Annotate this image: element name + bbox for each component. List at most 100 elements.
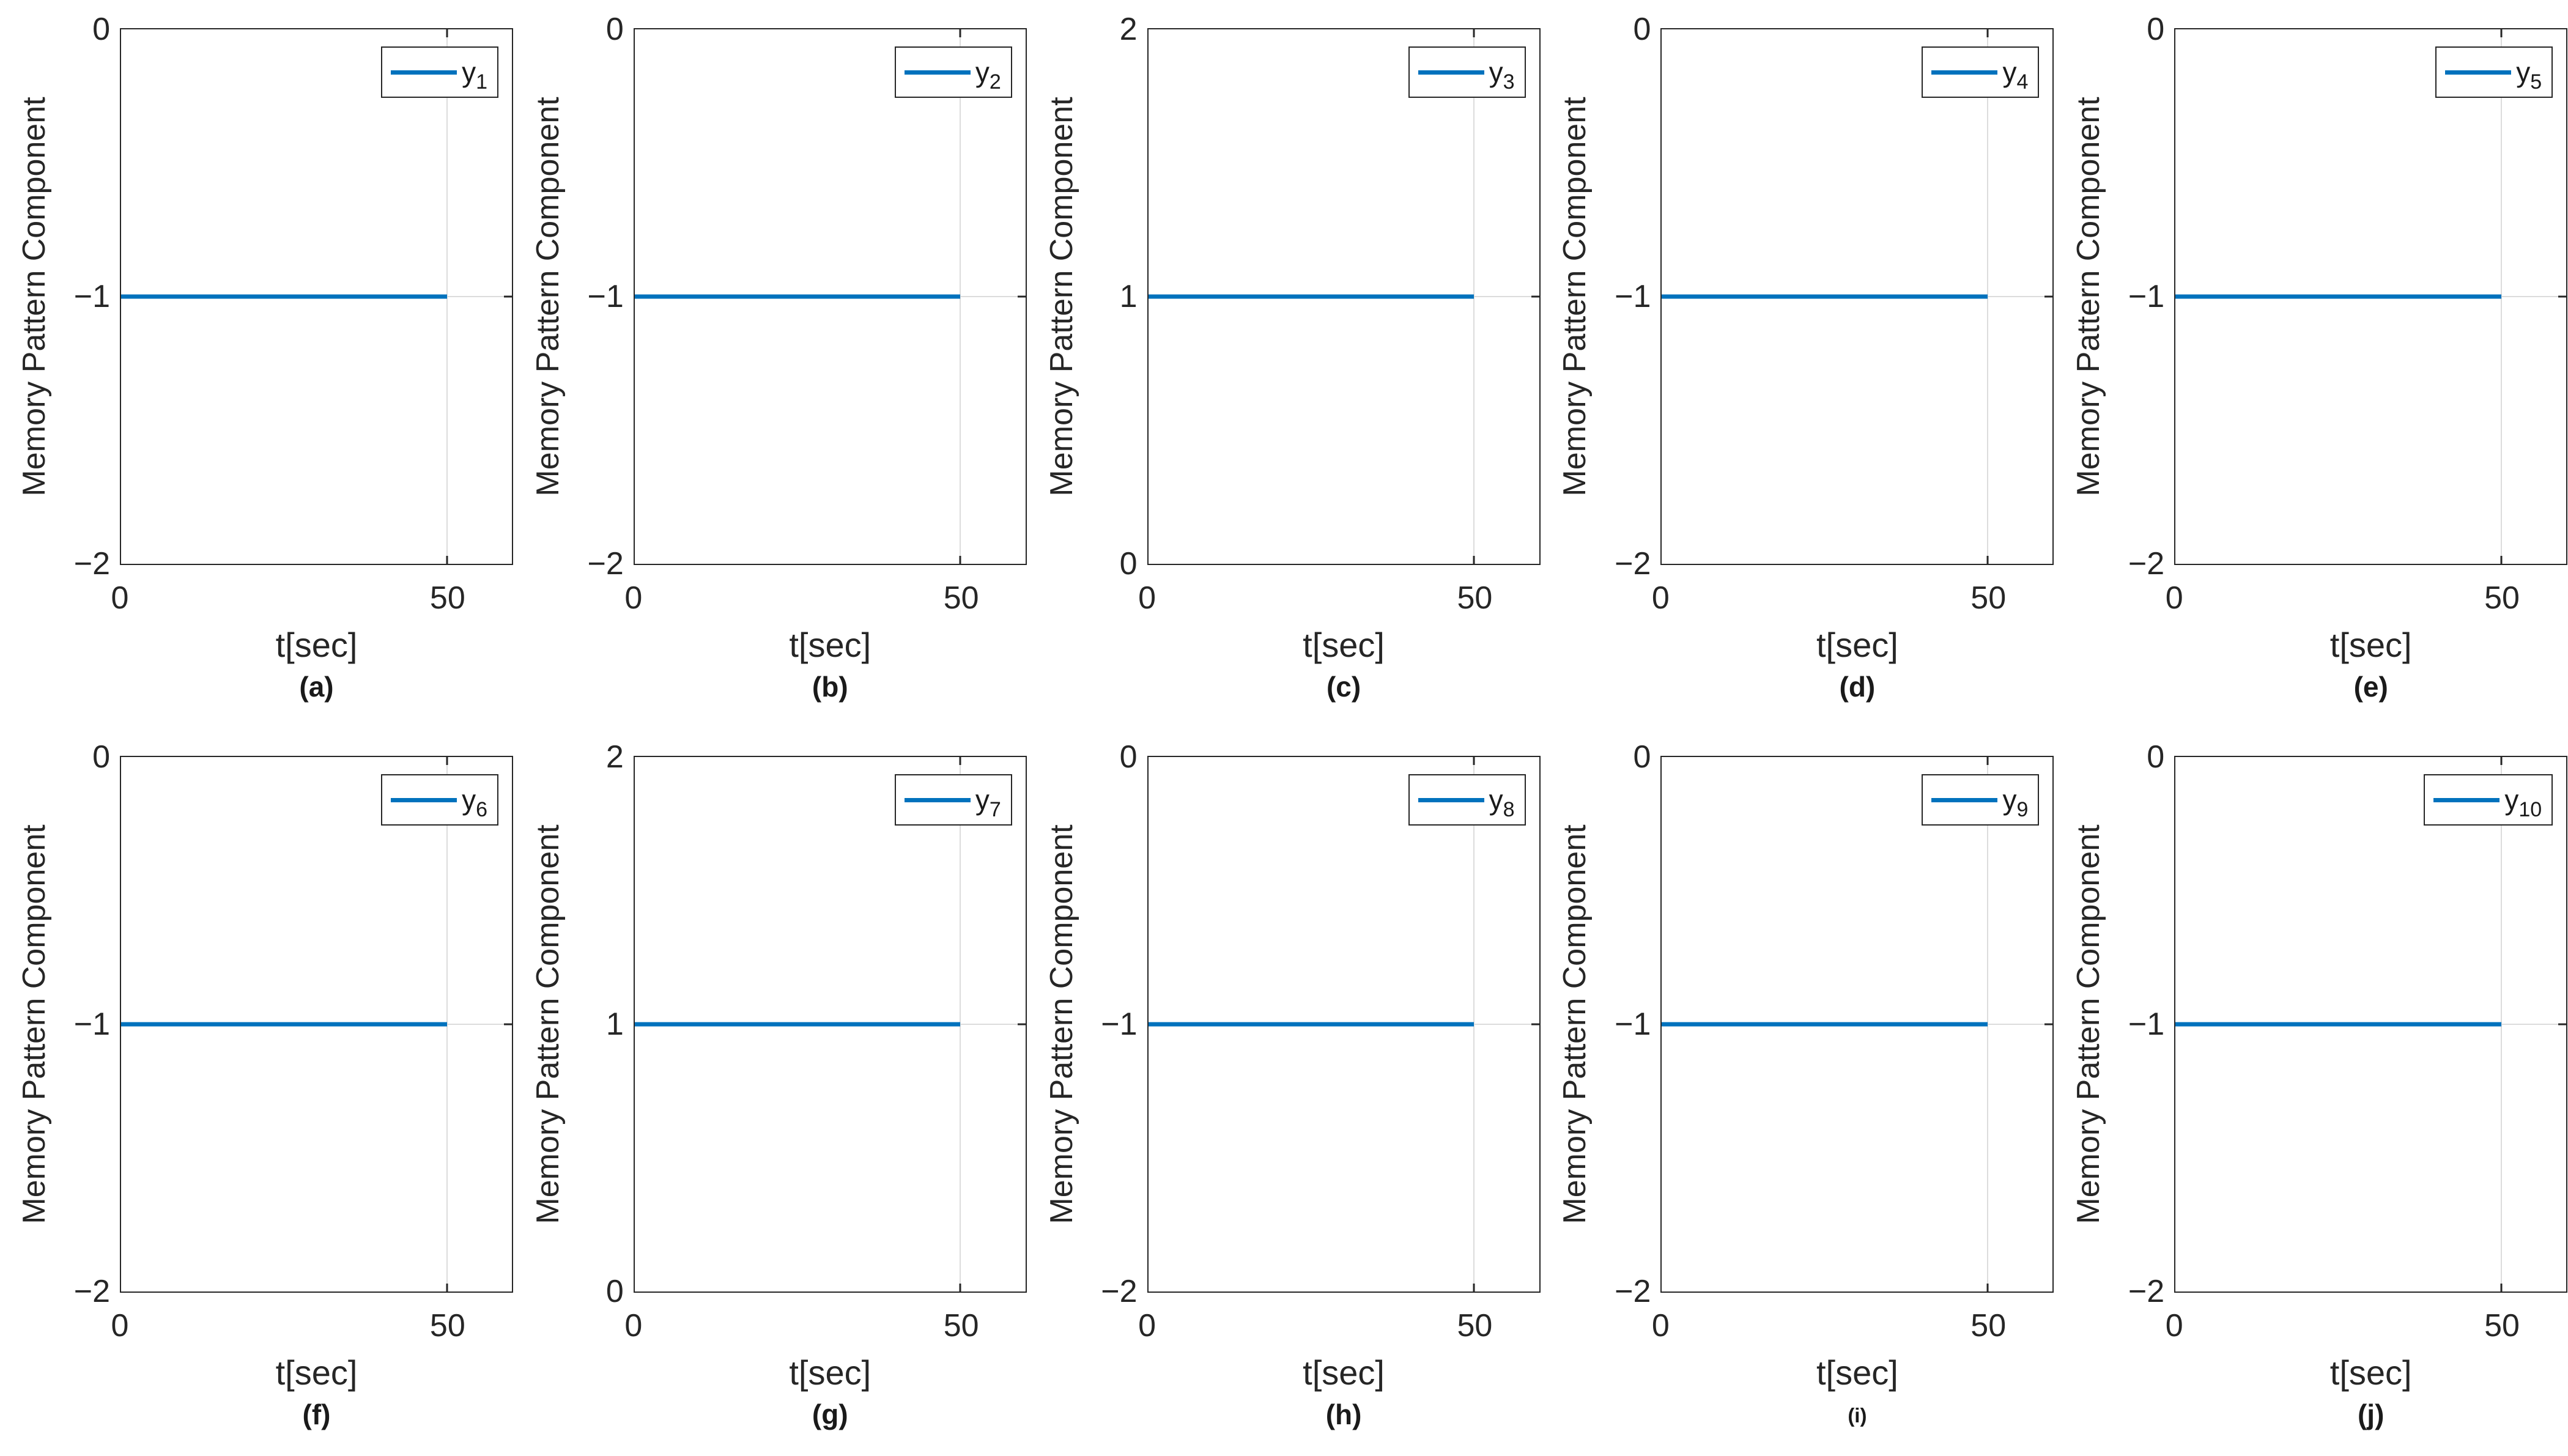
x-axis-label: t[sec] <box>2329 1353 2412 1392</box>
x-tick-row: 0 50 <box>2166 1308 2567 1345</box>
x-tick-mark-top <box>1473 29 1475 37</box>
vertical-gridline <box>1986 757 1988 1292</box>
panel-label: (h) <box>1325 1399 1362 1430</box>
y-tick-label-mid: 1 <box>1119 279 1138 314</box>
vertical-gridline <box>2500 757 2502 1292</box>
legend-line-sample <box>2445 70 2512 75</box>
x-tick-row: 0 50 <box>111 582 513 618</box>
legend-label-base: y <box>1489 56 1503 88</box>
y-tick-mark-right <box>1017 1023 1026 1025</box>
x-tick-mark-top <box>1473 757 1475 765</box>
series-line <box>634 1022 961 1027</box>
x-tick-mark-top <box>2500 757 2503 765</box>
subplot-c: Memory Pattern Component 2 1 0 y3 0 50 t… <box>1027 0 1541 728</box>
x-axis-label: t[sec] <box>2329 626 2412 664</box>
y-tick-label-bottom: 0 <box>605 1274 624 1309</box>
x-tick-mark-top <box>959 29 961 37</box>
x-tick-mark-bottom <box>2500 1284 2503 1292</box>
legend-label-base: y <box>975 784 990 816</box>
plot-area: y10 <box>2174 756 2568 1293</box>
x-tick-mark-top <box>959 757 961 765</box>
y-tick-mark-right <box>2044 1023 2053 1025</box>
x-tick-mark-top <box>2500 29 2503 37</box>
y-tick-label-top: 0 <box>92 739 110 775</box>
y-tick-label-mid: −1 <box>587 279 624 314</box>
subplot-i: Memory Pattern Component 0 −1 −2 y9 0 50… <box>1541 728 2054 1456</box>
x-axis-label: t[sec] <box>789 626 871 664</box>
x-tick-row: 0 50 <box>1138 1310 1541 1345</box>
legend-line-sample <box>391 70 457 75</box>
x-tick-label-min: 0 <box>111 1308 129 1343</box>
subplot-h: Memory Pattern Component 0 −1 −2 y8 0 50… <box>1027 728 1541 1456</box>
y-tick-label-mid: −1 <box>1101 1007 1138 1042</box>
vertical-gridline <box>1473 29 1475 564</box>
series-line <box>1148 294 1475 299</box>
panel-label: (c) <box>1326 671 1361 703</box>
x-axis-label: t[sec] <box>789 1353 871 1392</box>
y-tick-label-top: 0 <box>92 12 110 47</box>
legend-label: y6 <box>462 784 487 820</box>
x-tick-label-min: 0 <box>1651 580 1670 616</box>
y-tick-mark-right <box>2558 1023 2567 1025</box>
subplot-d: Memory Pattern Component 0 −1 −2 y4 0 50… <box>1541 0 2054 728</box>
panel-label: (j) <box>2357 1399 2385 1430</box>
x-tick-label-max: 50 <box>2484 580 2520 616</box>
panel-label: (d) <box>1839 671 1876 703</box>
y-tick-label-top: 2 <box>605 739 624 775</box>
panel-label: (e) <box>2353 671 2388 703</box>
y-tick-mark-right <box>2558 295 2567 298</box>
x-tick-label-max: 50 <box>943 1308 979 1343</box>
legend-line-sample <box>904 797 971 802</box>
y-tick-mark-right <box>1017 295 1026 298</box>
vertical-gridline <box>1986 29 1988 564</box>
y-tick-label-mid: −1 <box>1615 279 1651 314</box>
plot-area: y3 <box>1147 28 1541 565</box>
y-tick-label-bottom: −2 <box>73 546 110 582</box>
x-tick-mark-bottom <box>2500 556 2503 564</box>
x-axis-label: t[sec] <box>1303 626 1385 664</box>
x-tick-label-max: 50 <box>1970 1308 2007 1343</box>
y-tick-label-mid: −1 <box>73 1007 110 1042</box>
x-tick-row: 0 50 <box>1138 582 1541 618</box>
legend-line-sample <box>1931 70 1998 75</box>
legend-line-sample <box>2433 797 2500 802</box>
x-tick-label-max: 50 <box>1970 580 2007 616</box>
plot-area: y4 <box>1660 28 2054 565</box>
x-tick-label-min: 0 <box>111 580 129 616</box>
x-tick-label-max: 50 <box>429 1308 465 1343</box>
y-tick-label-mid: −1 <box>73 279 110 314</box>
x-tick-label-min: 0 <box>2165 580 2183 616</box>
x-tick-label-min: 0 <box>624 1308 643 1343</box>
legend-label-base: y <box>975 56 990 88</box>
legend-line-sample <box>1418 797 1484 802</box>
legend-label-subscript: 2 <box>989 70 1001 94</box>
y-tick-mark-right <box>1531 295 1539 298</box>
plot-area: y2 <box>633 28 1027 565</box>
legend-label: y7 <box>975 784 1001 820</box>
vertical-gridline <box>1473 757 1475 1292</box>
plot-area: y1 <box>120 28 513 565</box>
x-tick-label-min: 0 <box>2165 1308 2183 1343</box>
legend-label-base: y <box>2002 56 2017 88</box>
y-tick-label-top: 2 <box>1119 12 1138 47</box>
legend-label-subscript: 5 <box>2530 70 2542 94</box>
legend-label-base: y <box>462 784 476 816</box>
panel-label: (b) <box>812 671 848 703</box>
y-tick-label-bottom: −2 <box>73 1274 110 1309</box>
vertical-gridline <box>960 757 961 1292</box>
x-tick-mark-bottom <box>959 1284 961 1292</box>
legend-label: y9 <box>2002 786 2028 820</box>
x-tick-mark-bottom <box>446 1284 448 1292</box>
plot-area: y9 <box>1660 756 2054 1293</box>
legend-label: y3 <box>1489 56 1515 92</box>
x-axis-label: t[sec] <box>275 1353 358 1392</box>
legend-label: y4 <box>2002 56 2028 92</box>
legend-label: y2 <box>975 56 1001 92</box>
panel-label: (f) <box>302 1399 331 1430</box>
x-tick-label-max: 50 <box>2484 1308 2520 1343</box>
legend-label-subscript: 3 <box>1503 70 1515 94</box>
legend: y3 <box>1408 46 1526 98</box>
y-tick-label-mid: −1 <box>2128 1007 2165 1042</box>
y-tick-label-bottom: −2 <box>1101 1274 1138 1309</box>
y-tick-label-bottom: −2 <box>1615 546 1651 582</box>
